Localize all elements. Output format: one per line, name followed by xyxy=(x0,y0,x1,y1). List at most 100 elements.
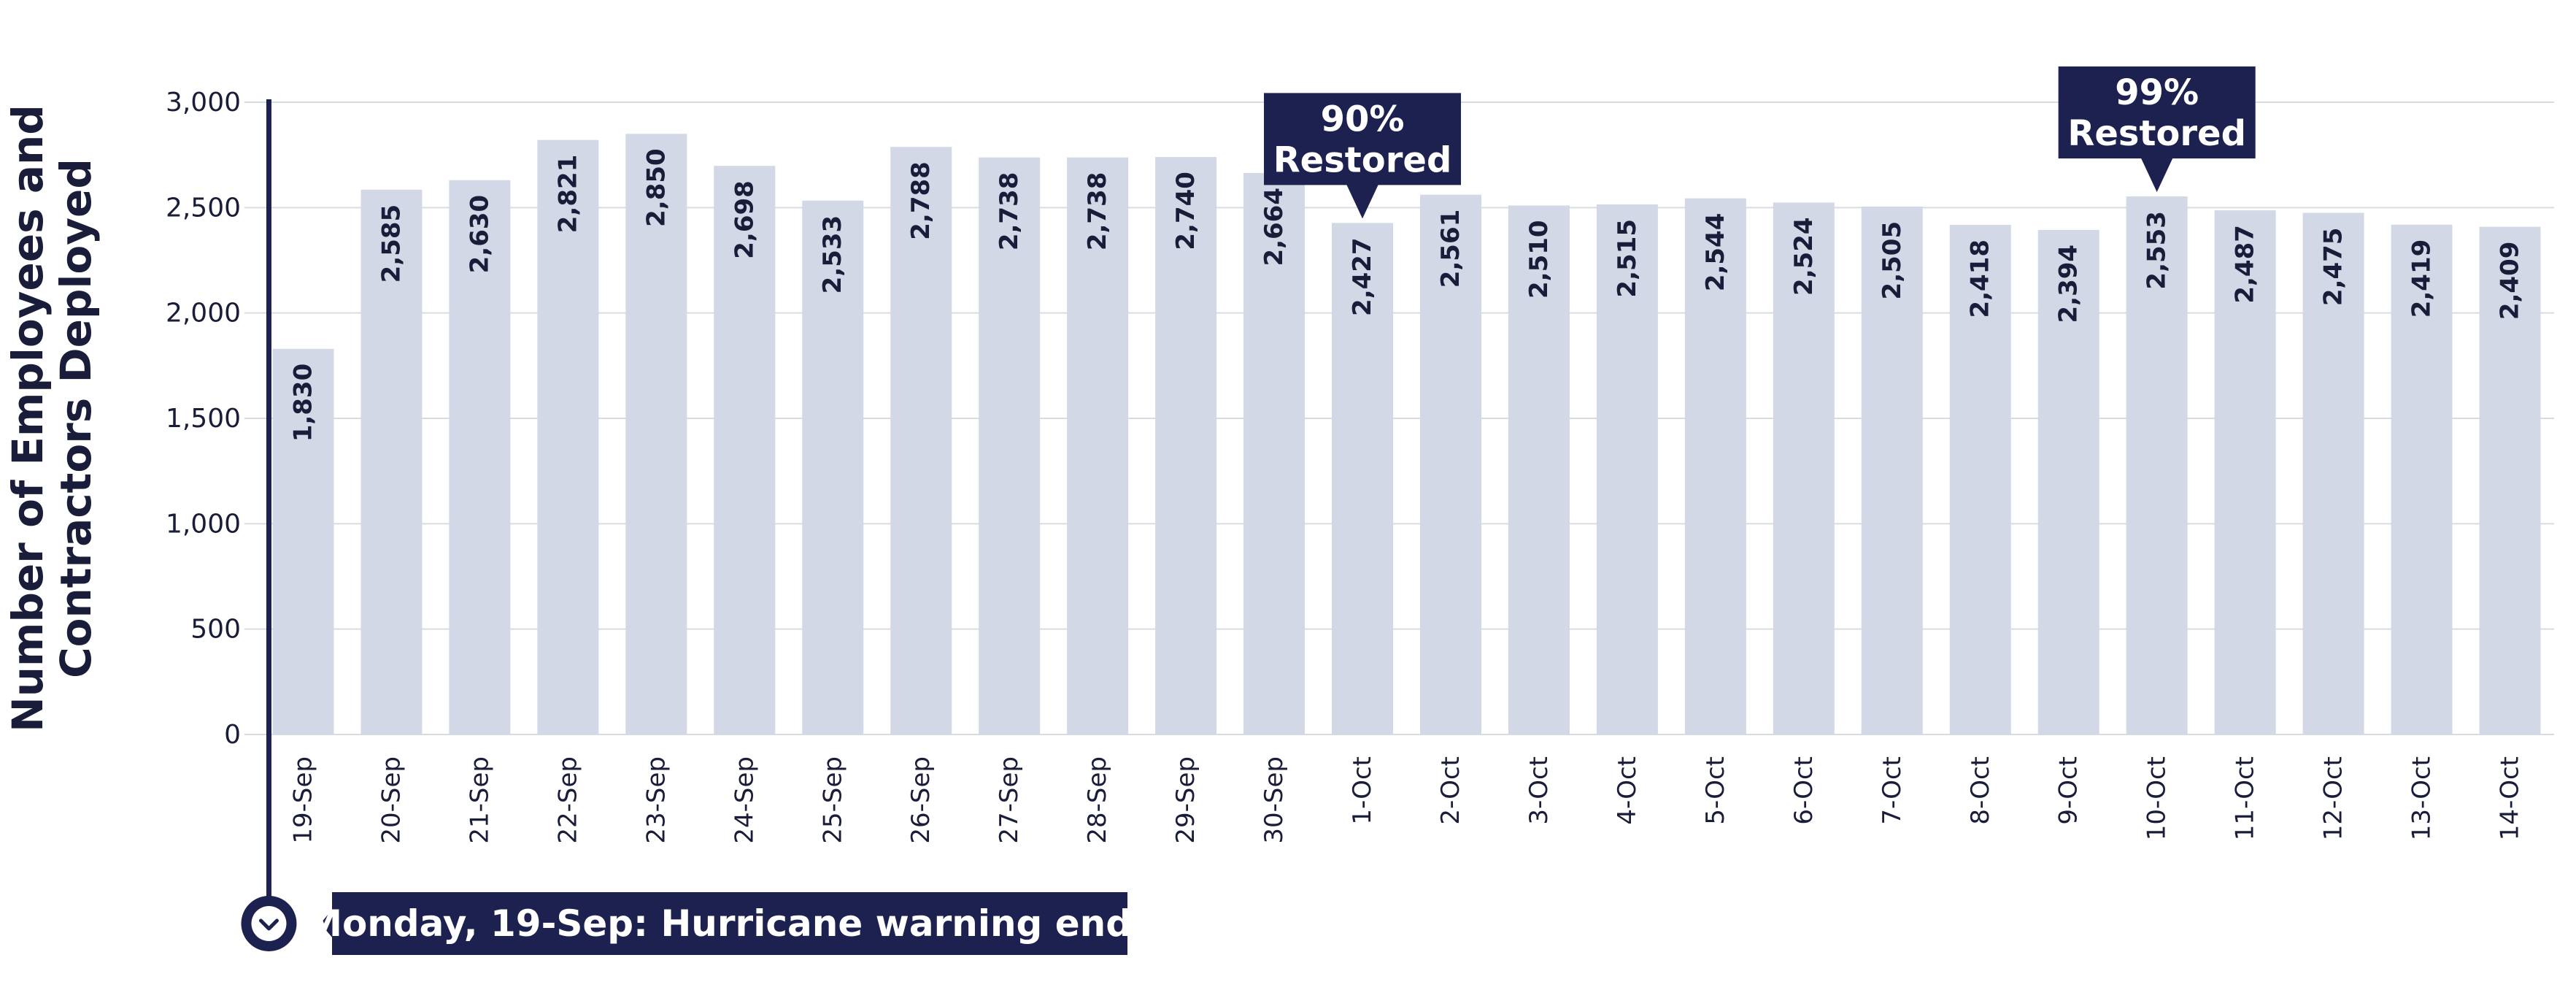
data-label: 2,409 xyxy=(2496,242,2525,321)
bar xyxy=(1596,204,1658,735)
x-tick-label: 30-Sep xyxy=(1260,756,1289,844)
y-tick-label: 500 xyxy=(190,615,241,645)
bar xyxy=(2391,224,2453,734)
x-tick-label: 19-Sep xyxy=(288,756,317,844)
bar xyxy=(625,134,687,735)
bar xyxy=(2214,210,2276,734)
data-label: 2,418 xyxy=(1966,239,1995,318)
bar xyxy=(979,157,1041,734)
bar xyxy=(449,180,511,735)
bar xyxy=(714,166,776,734)
data-label: 2,515 xyxy=(1613,219,1642,298)
x-tick-label: 20-Sep xyxy=(377,756,406,844)
data-label: 2,698 xyxy=(730,180,759,259)
bar xyxy=(1508,205,1570,734)
bar xyxy=(360,189,423,735)
bar xyxy=(1243,172,1306,734)
callout-box xyxy=(1264,93,1462,185)
x-tick-label: 23-Sep xyxy=(641,756,671,844)
x-tick-label: 21-Sep xyxy=(465,756,494,844)
callout-label: Restored xyxy=(2067,113,2246,154)
data-label: 2,394 xyxy=(2054,245,2083,323)
data-label: 2,505 xyxy=(1878,221,1907,300)
data-label: 2,585 xyxy=(377,204,406,283)
data-label: 2,850 xyxy=(641,148,671,227)
chevron-down-icon xyxy=(258,918,279,931)
y-tick-label: 1,500 xyxy=(166,404,241,434)
x-tick-label: 24-Sep xyxy=(730,756,759,844)
event-note-box xyxy=(332,892,1127,955)
event-note-label: Monday, 19-Sep: Hurricane warning ends xyxy=(306,902,1154,945)
callout-box xyxy=(2058,66,2256,159)
callout-pointer xyxy=(2140,158,2173,193)
x-tick-label: 11-Oct xyxy=(2231,756,2260,840)
y-tick-label: 0 xyxy=(224,720,241,750)
bar xyxy=(2479,226,2541,734)
data-label: 2,419 xyxy=(2407,239,2437,318)
data-label: 2,533 xyxy=(818,215,847,294)
bar xyxy=(537,139,599,734)
x-tick-label: 2-Oct xyxy=(1436,756,1465,825)
data-label: 2,664 xyxy=(1260,188,1289,266)
y-tick-label: 2,000 xyxy=(166,299,241,329)
callout-pointer xyxy=(1346,184,1379,219)
data-label: 2,475 xyxy=(2319,228,2348,307)
y-tick-label: 3,000 xyxy=(166,88,241,118)
bar xyxy=(1773,202,1835,734)
x-tick-label: 29-Sep xyxy=(1171,756,1200,844)
x-tick-label: 5-Oct xyxy=(1701,756,1730,825)
x-tick-label: 4-Oct xyxy=(1613,756,1642,825)
bar xyxy=(2302,212,2364,734)
data-label: 2,524 xyxy=(1789,217,1819,296)
callout-label: Restored xyxy=(1273,139,1452,180)
x-tick-label: 28-Sep xyxy=(1083,756,1112,844)
data-label: 2,487 xyxy=(2231,225,2260,304)
event-marker-inner xyxy=(251,906,287,941)
x-tick-label: 1-Oct xyxy=(1348,756,1377,825)
bar xyxy=(1419,194,1481,734)
bar xyxy=(890,147,952,734)
data-label: 2,738 xyxy=(995,172,1024,251)
data-label: 2,821 xyxy=(553,155,582,234)
bar xyxy=(1067,157,1129,734)
event-note-pointer xyxy=(320,909,333,938)
bar xyxy=(1332,223,1394,734)
data-label: 2,553 xyxy=(2143,211,2172,290)
y-tick-label: 1,000 xyxy=(166,509,241,539)
x-tick-label: 12-Oct xyxy=(2319,756,2348,840)
y-axis-label-line: Contractors Deployed xyxy=(51,158,101,678)
data-label: 2,788 xyxy=(906,161,936,240)
bar xyxy=(1684,198,1746,735)
x-tick-label: 3-Oct xyxy=(1524,756,1554,825)
bar xyxy=(1949,225,2011,734)
callout-label: 90% xyxy=(1321,99,1405,139)
x-tick-label: 7-Oct xyxy=(1878,756,1907,825)
bar xyxy=(1155,157,1217,734)
bar xyxy=(272,348,334,734)
data-label: 2,630 xyxy=(465,195,494,274)
data-label: 2,544 xyxy=(1701,213,1730,292)
x-tick-label: 22-Sep xyxy=(553,756,582,844)
x-tick-label: 25-Sep xyxy=(818,756,847,844)
data-label: 2,740 xyxy=(1171,172,1200,250)
y-tick-label: 2,500 xyxy=(166,193,241,223)
callout-label: 99% xyxy=(2115,72,2199,113)
x-tick-label: 27-Sep xyxy=(995,756,1024,844)
x-tick-label: 9-Oct xyxy=(2054,756,2083,825)
bar xyxy=(2037,229,2099,734)
bar xyxy=(802,200,864,734)
bar xyxy=(2126,196,2188,734)
x-tick-label: 26-Sep xyxy=(906,756,936,844)
data-label: 2,561 xyxy=(1436,210,1465,288)
y-axis-label-line: Number of Employees and xyxy=(3,104,53,732)
data-label: 2,427 xyxy=(1348,237,1377,316)
x-tick-label: 6-Oct xyxy=(1789,756,1819,825)
x-tick-label: 10-Oct xyxy=(2143,756,2172,840)
x-tick-label: 13-Oct xyxy=(2407,756,2437,840)
x-tick-label: 14-Oct xyxy=(2496,756,2525,840)
x-tick-label: 8-Oct xyxy=(1966,756,1995,825)
data-label: 1,830 xyxy=(288,364,317,442)
data-label: 2,510 xyxy=(1524,220,1554,299)
